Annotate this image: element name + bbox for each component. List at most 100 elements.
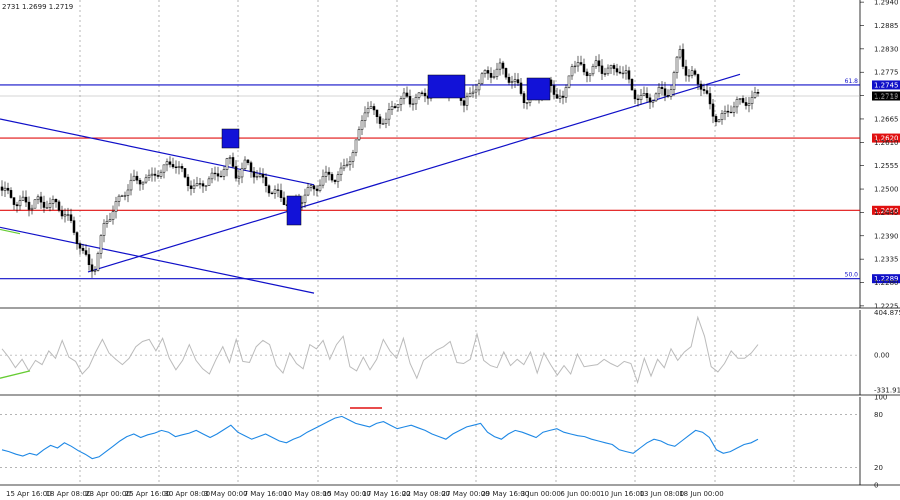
candle-body <box>750 97 754 104</box>
candle-body <box>258 173 262 177</box>
candle-body <box>99 235 103 254</box>
candle-body <box>249 162 253 172</box>
candle-body <box>69 214 73 221</box>
pattern-marker-box <box>286 195 302 226</box>
candle-body <box>483 70 487 75</box>
candle-body <box>591 65 595 75</box>
candle-body <box>186 176 190 187</box>
candle-body <box>738 98 742 100</box>
candle-body <box>552 85 556 95</box>
candle-body <box>102 223 106 236</box>
price-tick-label: 1.2885 <box>874 22 899 30</box>
candle-body <box>378 116 382 124</box>
time-tick-label: 10 May 08:00 <box>283 490 331 498</box>
time-tick-label: 30 Apr 08:00 <box>164 490 210 498</box>
candle-body <box>702 89 706 91</box>
candle-body <box>477 83 481 91</box>
time-tick-label: 27 May 00:00 <box>442 490 490 498</box>
candle-body <box>264 177 268 187</box>
candle-body <box>630 78 634 91</box>
candle-body <box>681 49 685 67</box>
candle-body <box>24 196 28 203</box>
candle-body <box>489 72 493 78</box>
candle-body <box>573 65 577 68</box>
price-tick-label: 1.2775 <box>874 69 899 77</box>
candle-body <box>621 72 625 75</box>
candle-body <box>222 169 226 177</box>
candle-body <box>756 92 760 94</box>
candle-body <box>360 120 364 130</box>
candle-body <box>651 100 655 103</box>
time-tick-label: 10 Jun 16:00 <box>600 490 644 498</box>
candle-body <box>357 129 361 141</box>
candle-body <box>192 185 196 189</box>
candle-body <box>339 167 343 175</box>
current-price-tag <box>872 91 900 101</box>
fibonacci-label: 61.8 <box>845 78 859 85</box>
candle-body <box>555 94 559 99</box>
candle-body <box>48 203 52 208</box>
candle-body <box>333 179 337 182</box>
candle-body <box>255 176 259 178</box>
candle-body <box>666 95 670 97</box>
candle-body <box>201 183 205 187</box>
candle-body <box>165 161 169 166</box>
time-tick-label: 18 Apr 08:00 <box>46 490 92 498</box>
fibonacci-label: 50.0 <box>845 272 859 279</box>
candle-body <box>150 173 154 176</box>
candle-body <box>624 70 628 74</box>
candle-body <box>594 60 598 67</box>
candle-body <box>252 171 256 178</box>
ascending-trend-line <box>87 73 741 273</box>
candle-body <box>273 189 277 194</box>
candle-body <box>168 161 172 165</box>
candle-body <box>309 185 313 188</box>
candle-body <box>381 123 385 125</box>
price-tick-label: 1.2225 <box>874 302 899 310</box>
candle-body <box>558 95 562 99</box>
time-tick-label: 15 Apr 16:00 <box>6 490 52 498</box>
candle-body <box>144 177 148 183</box>
candle-body <box>396 104 400 108</box>
candle-body <box>363 112 367 121</box>
candle-body <box>36 196 40 201</box>
time-tick-label: 15 May 00:00 <box>323 490 371 498</box>
candle-body <box>609 65 613 69</box>
candle-body <box>246 159 250 163</box>
candle-body <box>732 106 736 113</box>
candle-body <box>33 199 37 209</box>
candle-body <box>375 109 379 118</box>
candle-body <box>336 174 340 182</box>
price-tick-label: 1.2500 <box>874 186 899 194</box>
candle-body <box>678 49 682 58</box>
candle-body <box>645 93 649 99</box>
osc-tick-label: -331.916 <box>874 386 900 394</box>
oscillator-panel <box>0 315 759 385</box>
candle-body <box>225 158 229 170</box>
candle-body <box>597 60 601 67</box>
candle-body <box>327 171 331 175</box>
candle-body <box>627 70 631 80</box>
candle-body <box>549 79 553 86</box>
candle-body <box>189 185 193 189</box>
level-price-tag <box>872 80 900 90</box>
candle-body <box>207 178 211 186</box>
candle-body <box>39 196 43 203</box>
candle-body <box>18 200 22 207</box>
price-tick-label: 1.2280 <box>874 279 899 287</box>
candle-body <box>663 88 667 96</box>
candle-body <box>0 186 4 191</box>
candle-body <box>324 171 328 177</box>
candle-body <box>411 103 415 105</box>
candle-body <box>366 108 370 114</box>
candle-body <box>345 164 349 166</box>
candle-body <box>588 73 592 77</box>
candle-body <box>723 110 727 114</box>
candle-body <box>513 79 517 82</box>
time-tick-label: 3 May 00:00 <box>204 490 248 498</box>
time-tick-label: 18 Jun 00:00 <box>679 490 723 498</box>
candle-body <box>141 181 145 185</box>
candle-body <box>138 179 142 185</box>
candle-body <box>111 211 115 220</box>
candle-body <box>690 70 694 76</box>
